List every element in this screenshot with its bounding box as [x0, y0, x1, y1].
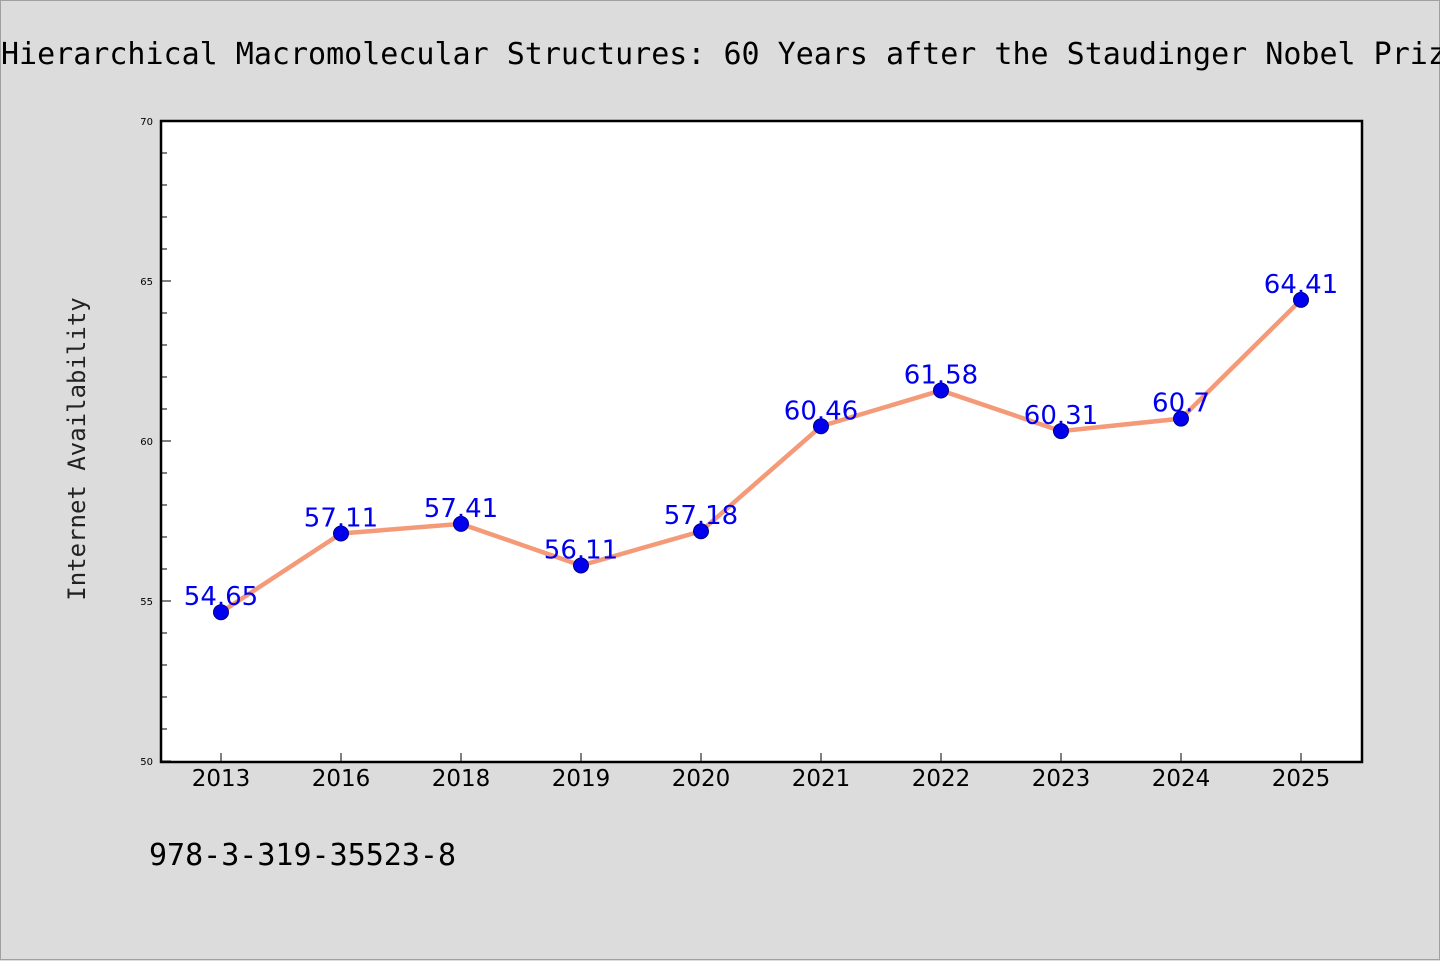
x-tick-label: 2023 — [1032, 766, 1091, 792]
data-label: 56.11 — [544, 535, 618, 565]
data-label: 57.18 — [664, 501, 738, 531]
y-tick-label: 65 — [140, 277, 153, 288]
x-tick-label: 2024 — [1152, 766, 1211, 792]
x-axis: 2013 2016 2018 2019 2020 2021 2022 2023 2024 2025 — [192, 753, 1331, 792]
data-label: 60.7 — [1152, 389, 1210, 419]
data-point — [933, 382, 949, 399]
y-tick-label: 70 — [140, 117, 153, 128]
data-point — [333, 525, 349, 542]
x-tick-label: 2013 — [192, 766, 251, 792]
y-tick-label: 55 — [140, 597, 153, 608]
data-label: 60.46 — [784, 396, 858, 426]
series-line — [218, 297, 1304, 615]
y-tick-label: 60 — [140, 437, 153, 448]
y-tick-label: 50 — [140, 757, 153, 768]
isbn-footer: 978-3-319-35523-8 — [149, 838, 456, 873]
x-tick-label: 2021 — [792, 766, 851, 792]
data-point — [1173, 410, 1189, 427]
data-label: 64.41 — [1264, 270, 1338, 300]
data-point — [453, 515, 469, 532]
data-label: 54.65 — [184, 582, 258, 612]
series-layer: 54.65 57.11 57.41 56.11 57.18 60.46 61.58 60.31… — [184, 270, 1338, 621]
data-label: 57.41 — [424, 494, 498, 524]
plot-area — [159, 119, 1364, 764]
data-point — [813, 418, 829, 435]
x-tick-label: 2022 — [912, 766, 971, 792]
data-label: 61.58 — [904, 360, 978, 390]
data-point — [693, 523, 709, 540]
data-label: 60.31 — [1024, 401, 1098, 431]
data-point — [1293, 291, 1309, 308]
x-tick-label: 2016 — [312, 766, 371, 792]
chart-title: Hierarchical Macromolecular Structures: … — [1, 37, 1440, 72]
x-tick-label: 2020 — [672, 766, 731, 792]
data-point — [1053, 423, 1069, 440]
y-axis-label: Internet Availability — [63, 297, 91, 600]
data-point — [213, 604, 229, 621]
y-axis: 50 55 60 65 70 — [140, 117, 171, 768]
data-label: 57.11 — [304, 503, 378, 533]
x-tick-label: 2019 — [552, 766, 611, 792]
x-tick-label: 2025 — [1272, 766, 1331, 792]
x-tick-label: 2018 — [432, 766, 491, 792]
data-point — [573, 557, 589, 574]
